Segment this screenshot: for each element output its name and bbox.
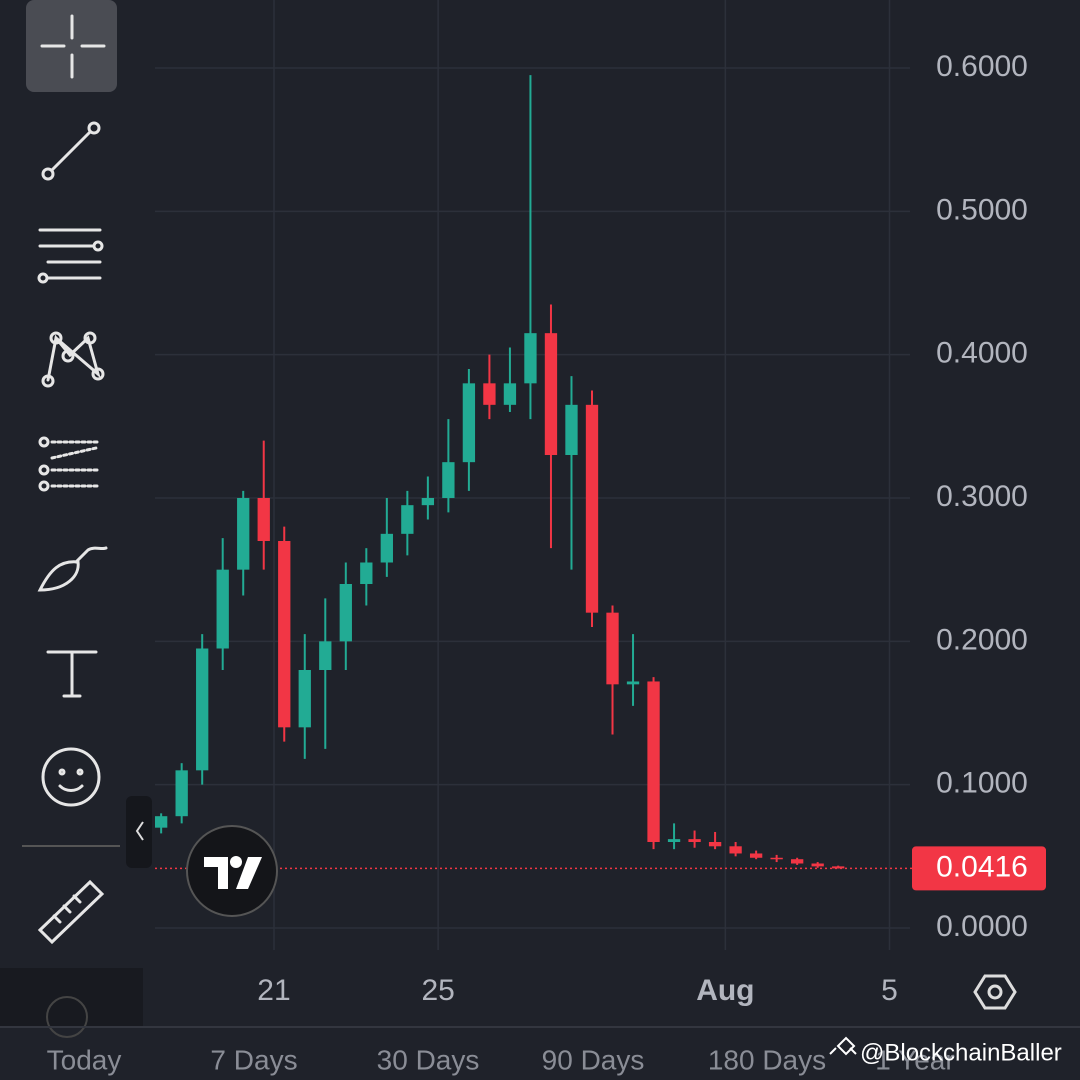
candle-body — [729, 846, 742, 854]
crosshair-icon — [40, 14, 106, 79]
last-price-badge — [912, 846, 1046, 891]
candle-body — [339, 584, 352, 642]
candle-body — [811, 863, 824, 867]
y-tick-label: 0.5000 — [936, 193, 1028, 226]
text-tool[interactable] — [46, 650, 98, 698]
candle-body — [175, 770, 188, 817]
tab[interactable]: 180 Days — [708, 1044, 826, 1075]
candle-body — [155, 816, 168, 828]
candle-body — [298, 670, 311, 728]
pattern-tool[interactable] — [41, 331, 105, 388]
candle-body — [770, 857, 783, 860]
candle-body — [749, 853, 763, 858]
y-tick-label: 0.1000 — [936, 767, 1028, 800]
candle-body — [606, 612, 619, 685]
ruler-tool[interactable] — [37, 879, 105, 945]
tab[interactable]: 30 Days — [377, 1044, 480, 1075]
trendline-tool[interactable] — [41, 121, 101, 181]
x-tick-label: 5 — [881, 974, 898, 1007]
tab-bar: Today 7 Days 30 Days 90 Days 180 Days 1 Year — [47, 1044, 955, 1075]
x-tick-label: 25 — [421, 974, 454, 1007]
candle-body — [360, 562, 373, 584]
candle-body — [319, 641, 332, 670]
y-tick-label: 0.0000 — [936, 910, 1028, 943]
plot: 0.0000 0.1000 0.2000 0.3000 0.4000 0.5000 0.60… — [155, 0, 1046, 1007]
tradingview-logo — [186, 825, 278, 917]
x-tick-label: 21 — [257, 974, 290, 1007]
candle-body — [237, 498, 250, 570]
crosshair-tool[interactable] — [26, 0, 117, 92]
candle-body — [483, 383, 496, 405]
tab[interactable]: Today — [47, 1044, 122, 1075]
candle-body — [503, 383, 517, 405]
add-icon — [46, 996, 88, 1038]
y-tick-label: 0.3000 — [936, 480, 1028, 513]
watermark-icon — [829, 1036, 857, 1056]
tab[interactable]: 90 Days — [542, 1044, 645, 1075]
collapse-icon — [135, 821, 144, 841]
y-tick-label: 0.2000 — [936, 623, 1028, 656]
y-tick-label: 0.4000 — [936, 337, 1028, 370]
brush-tool[interactable] — [37, 546, 108, 592]
candle-body — [380, 533, 393, 563]
tab[interactable]: 7 Days — [210, 1044, 297, 1075]
y-tick-label: 0.6000 — [936, 50, 1028, 83]
candle-body — [647, 681, 660, 842]
candle-body — [585, 404, 599, 613]
settings-icon-center — [987, 984, 1003, 1000]
watermark: @BlockchainBaller — [860, 1039, 1062, 1066]
candle-body — [401, 505, 414, 534]
candle-body — [462, 383, 476, 463]
settings-icon[interactable] — [973, 974, 1017, 1010]
candle-body — [708, 842, 722, 847]
candle-body — [791, 859, 804, 864]
toolbar — [0, 0, 152, 1038]
lines-tool[interactable] — [37, 228, 104, 284]
x-tick-label: Aug — [696, 974, 754, 1007]
last-price-label: 0.0416 — [936, 850, 1028, 883]
candle-body — [216, 569, 229, 649]
candle-body — [421, 498, 435, 506]
candle-body — [688, 839, 701, 842]
candle-body — [667, 839, 681, 842]
candle-body — [278, 541, 291, 728]
candle-body — [524, 333, 537, 384]
candle-body — [257, 498, 270, 541]
candle-body — [196, 648, 209, 771]
tab[interactable]: 1 Year — [875, 1044, 954, 1075]
candle-body — [442, 462, 455, 498]
emoji-tool[interactable] — [41, 747, 101, 807]
candle-body — [565, 404, 578, 455]
collapse-button[interactable] — [126, 796, 152, 868]
candle-body — [544, 333, 558, 455]
forecast-tool[interactable] — [38, 436, 100, 492]
candle-body — [626, 681, 640, 685]
candle-body — [832, 866, 845, 869]
